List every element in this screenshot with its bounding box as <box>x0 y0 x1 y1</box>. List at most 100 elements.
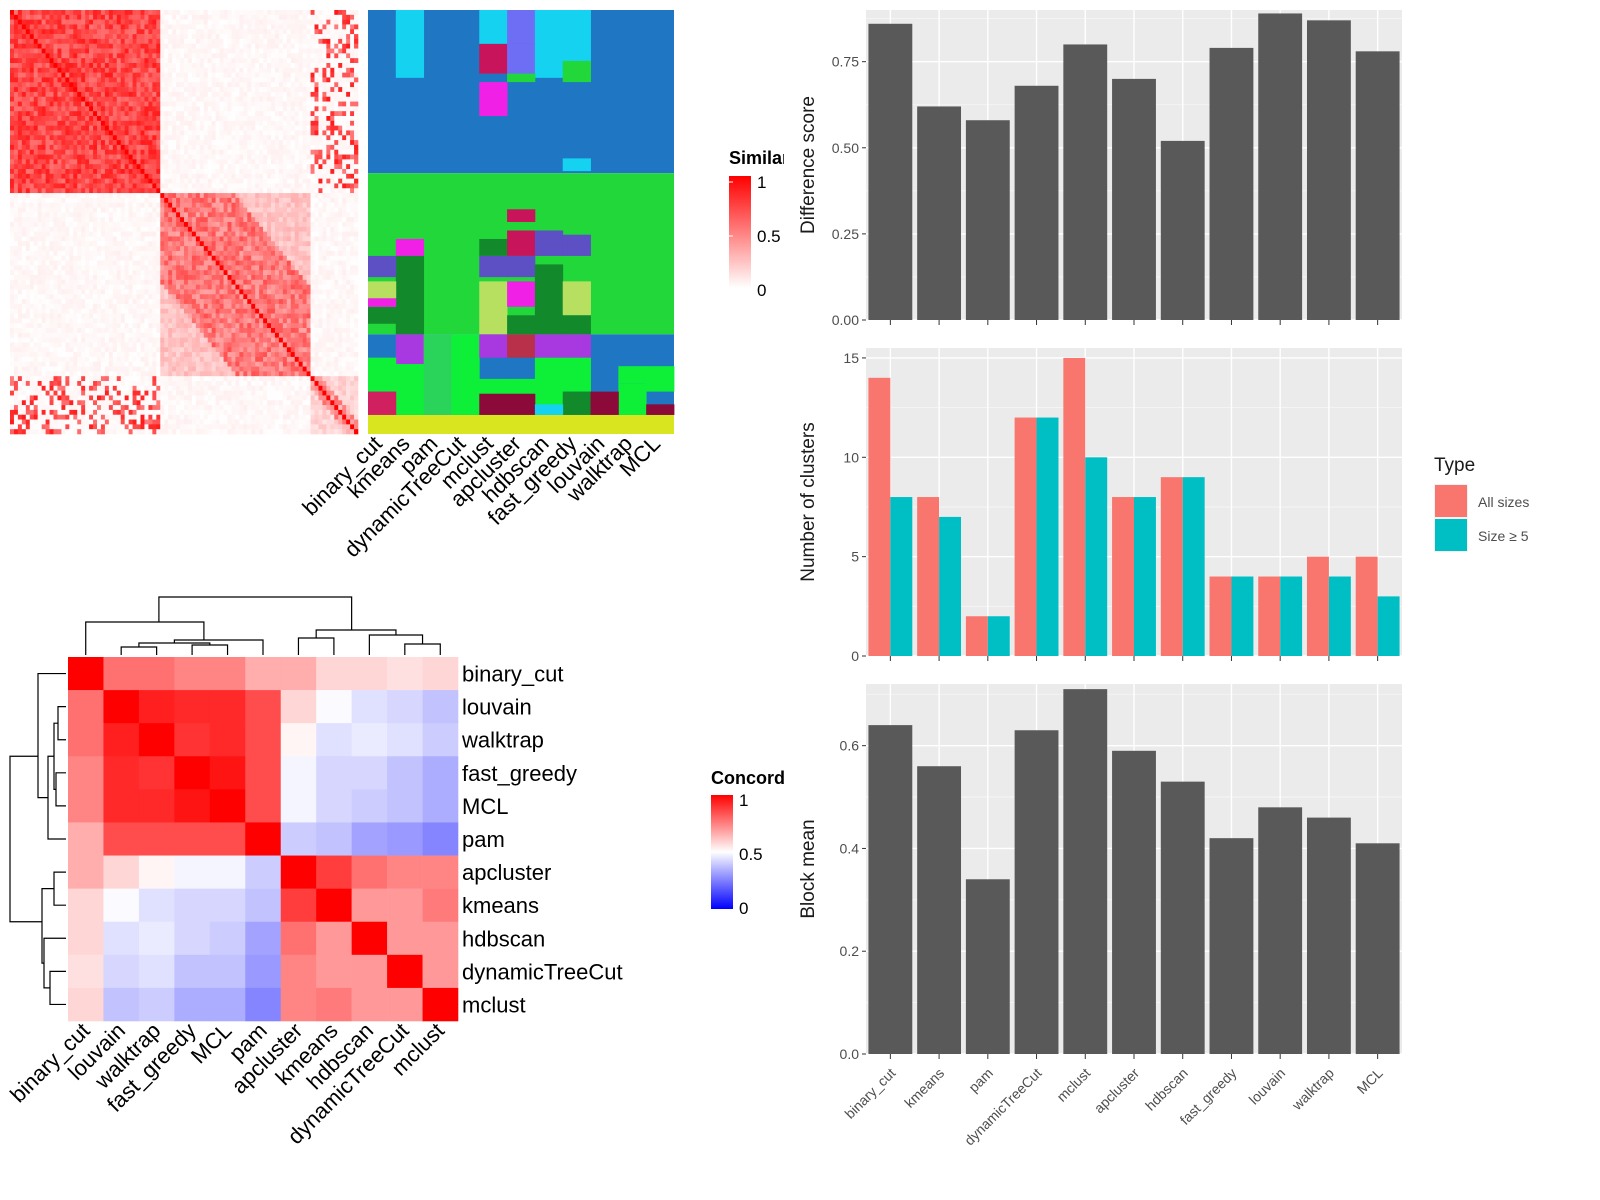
similarity-cell <box>310 67 315 73</box>
similarity-cell <box>255 140 260 146</box>
similarity-cell <box>120 178 125 184</box>
similarity-cell <box>211 207 216 213</box>
similarity-cell <box>41 154 46 160</box>
similarity-cell <box>120 188 125 194</box>
similarity-cell <box>29 67 35 73</box>
similarity-cell <box>156 222 161 228</box>
similarity-cell <box>61 140 66 146</box>
similarity-cell <box>278 120 284 126</box>
similarity-cell <box>235 197 240 204</box>
similarity-cell <box>239 116 244 122</box>
similarity-cell <box>180 140 185 146</box>
similarity-cell <box>65 116 70 122</box>
similarity-cell <box>168 101 173 107</box>
similarity-cell <box>176 120 181 126</box>
similarity-cell <box>199 14 205 20</box>
similarity-cell <box>164 255 169 261</box>
similarity-cell <box>17 226 23 232</box>
similarity-cell <box>334 246 339 252</box>
similarity-cell <box>93 96 98 102</box>
similarity-cell <box>278 226 284 232</box>
similarity-cell <box>41 87 46 93</box>
similarity-cell <box>89 197 94 204</box>
similarity-cell <box>21 111 27 117</box>
similarity-cell <box>294 154 299 160</box>
similarity-cell <box>195 19 201 25</box>
similarity-cell <box>274 87 280 93</box>
similarity-cell <box>207 10 212 16</box>
similarity-cell <box>136 58 141 64</box>
similarity-cell <box>25 130 31 136</box>
similarity-cell <box>211 178 216 184</box>
similarity-cell <box>239 48 244 54</box>
similarity-cell <box>187 29 193 35</box>
similarity-cell <box>231 197 236 204</box>
similarity-cell <box>278 125 284 131</box>
similarity-cell <box>57 87 62 93</box>
similarity-cell <box>278 72 284 78</box>
similarity-cell <box>191 197 197 204</box>
similarity-cell <box>116 34 122 40</box>
similarity-cell <box>298 144 303 151</box>
similarity-cell <box>294 87 299 93</box>
similarity-cell <box>152 63 157 69</box>
similarity-cell <box>354 193 359 199</box>
similarity-cell <box>235 279 240 285</box>
similarity-cell <box>69 197 74 204</box>
similarity-cell <box>128 130 133 136</box>
similarity-cell <box>108 183 114 189</box>
similarity-cell <box>227 231 232 237</box>
similarity-cell <box>33 275 38 281</box>
similarity-cell <box>168 154 173 160</box>
similarity-cell <box>140 255 145 261</box>
similarity-cell <box>116 58 122 64</box>
similarity-cell <box>247 154 252 160</box>
similarity-cell <box>53 207 58 213</box>
similarity-cell <box>17 140 23 146</box>
similarity-cell <box>176 63 181 69</box>
similarity-cell <box>93 183 98 189</box>
similarity-cell <box>164 91 169 98</box>
similarity-cell <box>136 116 141 122</box>
similarity-cell <box>100 197 106 204</box>
similarity-cell <box>239 34 244 40</box>
similarity-cell <box>29 38 35 45</box>
similarity-cell <box>207 38 212 45</box>
similarity-cell <box>294 217 299 223</box>
similarity-cell <box>354 236 359 242</box>
similarity-cell <box>231 183 236 189</box>
similarity-cell <box>156 149 161 155</box>
similarity-cell <box>282 34 288 40</box>
similarity-cell <box>334 275 339 281</box>
similarity-cell <box>219 226 224 232</box>
similarity-cell <box>69 10 74 16</box>
similarity-cell <box>342 231 347 237</box>
similarity-cell <box>298 255 303 261</box>
similarity-cell <box>156 77 161 83</box>
similarity-cell <box>310 217 315 223</box>
similarity-cell <box>278 236 284 242</box>
similarity-cell <box>271 241 276 247</box>
similarity-cell <box>255 19 260 25</box>
similarity-cell <box>211 101 216 107</box>
similarity-cell <box>136 77 141 83</box>
similarity-cell <box>156 48 161 54</box>
similarity-cell <box>144 212 149 218</box>
similarity-cell <box>231 135 236 141</box>
similarity-cell <box>302 125 307 131</box>
similarity-cell <box>211 135 216 141</box>
similarity-cell <box>33 14 38 20</box>
similarity-cell <box>116 197 122 204</box>
similarity-cell <box>267 178 272 184</box>
similarity-cell <box>33 67 38 73</box>
similarity-cell <box>255 231 260 237</box>
similarity-cell <box>160 135 165 141</box>
similarity-cell <box>191 48 197 54</box>
similarity-cell <box>354 82 359 88</box>
similarity-cell <box>116 164 122 170</box>
similarity-cell <box>231 207 236 213</box>
similarity-cell <box>314 260 319 266</box>
similarity-cell <box>211 63 216 69</box>
similarity-cell <box>21 202 27 208</box>
similarity-cell <box>33 135 38 141</box>
